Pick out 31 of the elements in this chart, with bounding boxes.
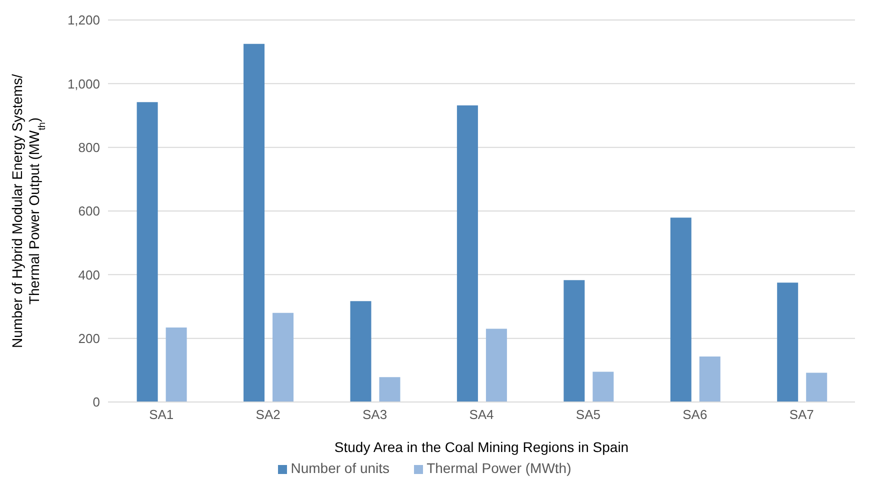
x-tick-label: SA2 <box>256 407 280 422</box>
y-tick-label: 0 <box>92 394 100 410</box>
bar <box>806 372 828 402</box>
bar <box>699 356 720 402</box>
bar <box>136 102 158 402</box>
legend-label: Thermal Power (MWth) <box>426 460 572 476</box>
y-tick-label: 400 <box>78 267 100 282</box>
y-tick-label: 200 <box>78 330 100 346</box>
bar <box>486 328 507 402</box>
x-axis-title: Study Area in the Coal Mining Regions in Spain <box>334 439 629 455</box>
bar <box>592 372 614 402</box>
bar <box>272 312 294 402</box>
bar <box>244 44 265 402</box>
legend-label: Number of units <box>290 460 390 476</box>
y-tick-label: 1,200 <box>67 12 100 28</box>
x-tick-label: SA5 <box>576 407 601 422</box>
bar <box>456 105 478 402</box>
x-tick-label: SA4 <box>469 407 494 422</box>
bar <box>777 282 798 402</box>
x-tick-label: SA1 <box>149 407 174 422</box>
x-tick-label: SA7 <box>789 407 814 422</box>
y-tick-label: 1,000 <box>67 76 100 92</box>
y-tick-label: 800 <box>78 140 100 155</box>
bar <box>166 328 187 402</box>
y-tick-label: 600 <box>78 204 100 219</box>
bar <box>350 301 372 402</box>
bar <box>379 377 400 402</box>
bar <box>564 280 585 402</box>
x-tick-label: SA3 <box>362 407 388 422</box>
bar <box>670 218 692 402</box>
x-tick-label: SA6 <box>682 407 708 422</box>
